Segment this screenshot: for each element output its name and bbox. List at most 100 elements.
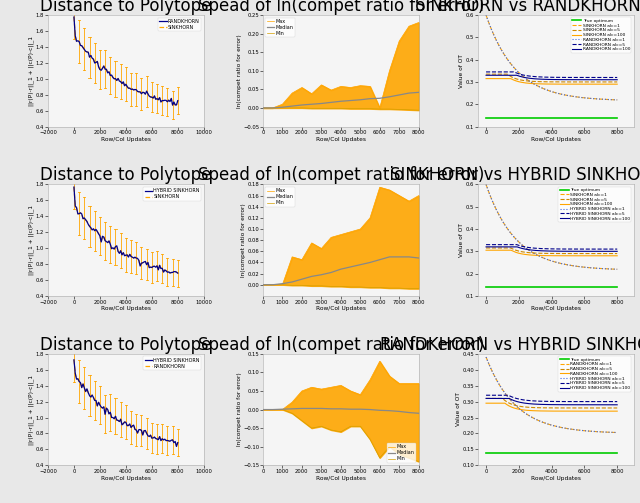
RANDKHORN	[159, 437, 167, 443]
RANDKHORN	[127, 425, 135, 431]
RANDKHORN alc=5	[613, 74, 621, 80]
HYBRID SINKHORN alc=5	[593, 246, 600, 252]
Y-axis label: ||r(P)-r||_1 + ||c(P)-c||_1: ||r(P)-r||_1 + ||c(P)-c||_1	[29, 205, 35, 275]
HYBRID SINKHORN	[70, 357, 78, 363]
Line: HYBRID SINKHORN alc=5: HYBRID SINKHORN alc=5	[486, 395, 617, 401]
Max	[317, 82, 325, 88]
HYBRID SINKHORN	[174, 270, 182, 276]
Median	[327, 406, 335, 412]
RANDKHORN alc=5	[483, 395, 490, 401]
RANDKHORN alc=5	[560, 74, 568, 80]
RANDKHORN alc=100	[563, 76, 570, 82]
SINKHORN alc=5	[560, 79, 568, 85]
SINKHORN	[169, 102, 177, 108]
Min	[308, 425, 316, 431]
True optimum	[601, 450, 609, 456]
Max	[347, 388, 355, 394]
Max	[337, 231, 345, 237]
RANDKHORN	[174, 440, 182, 446]
RANDKHORN	[154, 97, 162, 103]
Max	[386, 373, 394, 379]
True optimum	[560, 284, 568, 290]
Title: Distance to Polytope: Distance to Polytope	[40, 336, 212, 354]
RANDKHORN alc=5	[563, 405, 570, 411]
Min	[269, 406, 276, 412]
Min	[396, 451, 403, 457]
HYBRID SINKHORN alc=100	[560, 248, 568, 255]
SINKHORN	[147, 94, 154, 100]
Median	[298, 102, 306, 108]
Median	[415, 255, 422, 261]
True optimum	[560, 450, 568, 456]
Title: SINKHORN vs HYBRID SINKHORN for OT: SINKHORN vs HYBRID SINKHORN for OT	[390, 166, 640, 185]
Line: Min: Min	[263, 285, 419, 289]
SINKHORN alc=100	[563, 253, 570, 259]
RANDKHORN alc=5	[483, 69, 490, 75]
Median	[356, 262, 364, 268]
SINKHORN alc=5	[601, 250, 609, 257]
RANDKHORN	[70, 357, 78, 363]
SINKHORN alc=5	[482, 71, 490, 77]
Max	[376, 105, 383, 111]
Min	[278, 105, 286, 111]
Title: Spead of ln(compet ratio for error): Spead of ln(compet ratio for error)	[198, 336, 484, 354]
X-axis label: Row/Col Updates: Row/Col Updates	[316, 475, 366, 480]
Median	[337, 266, 345, 272]
Min	[269, 105, 276, 111]
Max	[405, 198, 413, 204]
SINKHORN	[164, 269, 172, 275]
Min	[356, 284, 364, 290]
HYBRID SINKHORN	[174, 440, 182, 446]
Max	[308, 240, 316, 246]
True optimum	[593, 450, 600, 456]
Line: SINKHORN alc=100: SINKHORN alc=100	[486, 78, 617, 84]
HYBRID SINKHORN alc=1	[593, 429, 600, 435]
Median	[288, 406, 296, 412]
HYBRID SINKHORN	[154, 437, 162, 443]
True optimum	[563, 450, 570, 456]
RANDKHORN alc=1	[613, 97, 621, 103]
Legend: RANDKHORN, SINKHORN: RANDKHORN, SINKHORN	[158, 18, 202, 31]
Line: Median: Median	[263, 408, 419, 413]
Median	[317, 405, 325, 411]
SINKHORN alc=100	[601, 81, 609, 87]
Line: SINKHORN alc=5: SINKHORN alc=5	[486, 74, 617, 82]
Max	[415, 193, 422, 199]
Min	[288, 410, 296, 416]
RANDKHORN alc=5	[613, 405, 621, 411]
Median	[298, 276, 306, 282]
True optimum	[613, 450, 621, 456]
Min	[356, 106, 364, 112]
Median	[259, 406, 267, 412]
RANDKHORN alc=100	[482, 72, 490, 78]
SINKHORN alc=100	[613, 253, 621, 259]
Max	[396, 38, 403, 44]
SINKHORN alc=1	[613, 266, 621, 272]
RANDKHORN	[164, 99, 172, 105]
Min	[327, 105, 335, 111]
SINKHORN	[164, 99, 172, 105]
RANDKHORN alc=100	[563, 408, 570, 414]
True optimum	[560, 284, 568, 290]
HYBRID SINKHORN alc=1	[563, 426, 570, 432]
SINKHORN alc=5	[563, 79, 570, 85]
Title: Spead of ln(compet ratio for error): Spead of ln(compet ratio for error)	[198, 0, 484, 15]
RANDKHORN	[173, 444, 180, 450]
SINKHORN alc=1	[560, 261, 568, 267]
HYBRID SINKHORN alc=1	[560, 425, 568, 431]
SINKHORN alc=100	[483, 247, 490, 253]
Min	[259, 406, 267, 412]
SINKHORN alc=5	[483, 71, 490, 77]
Min	[298, 282, 306, 288]
HYBRID SINKHORN alc=1	[560, 261, 568, 267]
Line: HYBRID SINKHORN: HYBRID SINKHORN	[74, 187, 178, 273]
RANDKHORN alc=5	[593, 405, 600, 411]
RANDKHORN alc=5	[560, 74, 568, 80]
Median	[376, 95, 383, 101]
Median	[269, 105, 276, 111]
RANDKHORN alc=1	[593, 429, 600, 435]
SINKHORN alc=5	[560, 250, 568, 257]
SINKHORN alc=5	[593, 79, 600, 85]
True optimum	[601, 115, 609, 121]
HYBRID SINKHORN alc=5	[560, 246, 568, 252]
